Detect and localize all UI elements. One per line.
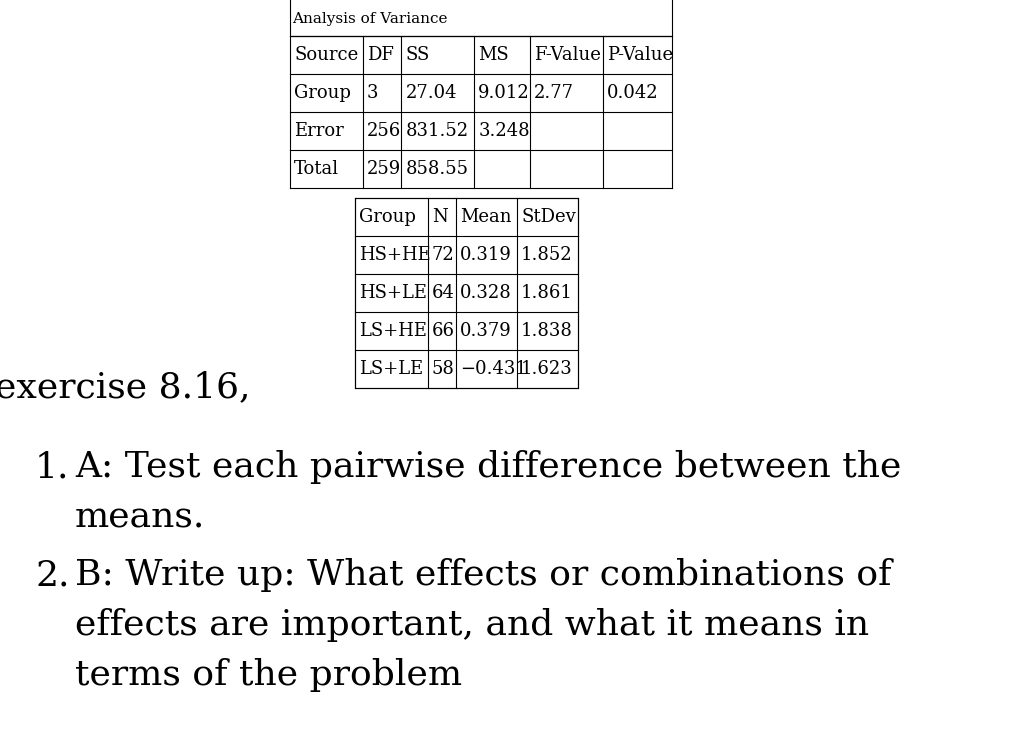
Text: Analysis of Variance: Analysis of Variance	[292, 12, 448, 26]
Text: Group: Group	[359, 208, 416, 226]
Text: 27.04: 27.04	[405, 84, 457, 102]
Text: 1.852: 1.852	[521, 246, 572, 264]
Text: 0.379: 0.379	[460, 322, 512, 340]
Text: effects are important, and what it means in: effects are important, and what it means…	[75, 608, 869, 642]
Text: HS+LE: HS+LE	[359, 284, 427, 302]
Text: Source: Source	[294, 46, 359, 64]
Text: DF: DF	[367, 46, 394, 64]
Text: 9.012: 9.012	[478, 84, 530, 102]
Text: 58: 58	[432, 360, 455, 378]
Text: 2.77: 2.77	[534, 84, 574, 102]
Text: 256: 256	[367, 122, 401, 140]
Text: −0.431: −0.431	[460, 360, 527, 378]
Text: 1.: 1.	[35, 450, 70, 484]
Text: 66: 66	[432, 322, 455, 340]
Text: 0.328: 0.328	[460, 284, 512, 302]
Text: F-Value: F-Value	[534, 46, 601, 64]
Text: 0.319: 0.319	[460, 246, 513, 264]
Text: StDev: StDev	[521, 208, 575, 226]
Text: LS+HE: LS+HE	[359, 322, 427, 340]
Text: B: Write up: What effects or combinations of: B: Write up: What effects or combination…	[75, 558, 891, 592]
Text: 1.838: 1.838	[521, 322, 573, 340]
Text: 64: 64	[432, 284, 455, 302]
Text: Total: Total	[294, 160, 339, 178]
Text: 2.: 2.	[35, 558, 70, 592]
Text: 72: 72	[432, 246, 455, 264]
Text: A: Test each pairwise difference between the: A: Test each pairwise difference between…	[75, 450, 902, 484]
Text: 259: 259	[367, 160, 401, 178]
Text: MS: MS	[478, 46, 510, 64]
Text: terms of the problem: terms of the problem	[75, 658, 462, 692]
Text: 3: 3	[367, 84, 379, 102]
Text: 1.861: 1.861	[521, 284, 573, 302]
Text: exercise 8.16,: exercise 8.16,	[0, 370, 250, 404]
Text: SS: SS	[405, 46, 430, 64]
Text: HS+HE: HS+HE	[359, 246, 431, 264]
Text: 0.042: 0.042	[607, 84, 658, 102]
Bar	[290, 0, 672, 36]
Text: N: N	[432, 208, 448, 226]
Text: means.: means.	[75, 500, 206, 534]
Text: 3.248: 3.248	[478, 122, 530, 140]
Text: Error: Error	[294, 122, 343, 140]
Text: P-Value: P-Value	[607, 46, 674, 64]
Text: 831.52: 831.52	[405, 122, 469, 140]
Text: LS+LE: LS+LE	[359, 360, 423, 378]
Text: 1.623: 1.623	[521, 360, 572, 378]
Text: Mean: Mean	[460, 208, 512, 226]
Bar	[355, 198, 577, 388]
Text: 858.55: 858.55	[405, 160, 468, 178]
Text: Group: Group	[294, 84, 350, 102]
